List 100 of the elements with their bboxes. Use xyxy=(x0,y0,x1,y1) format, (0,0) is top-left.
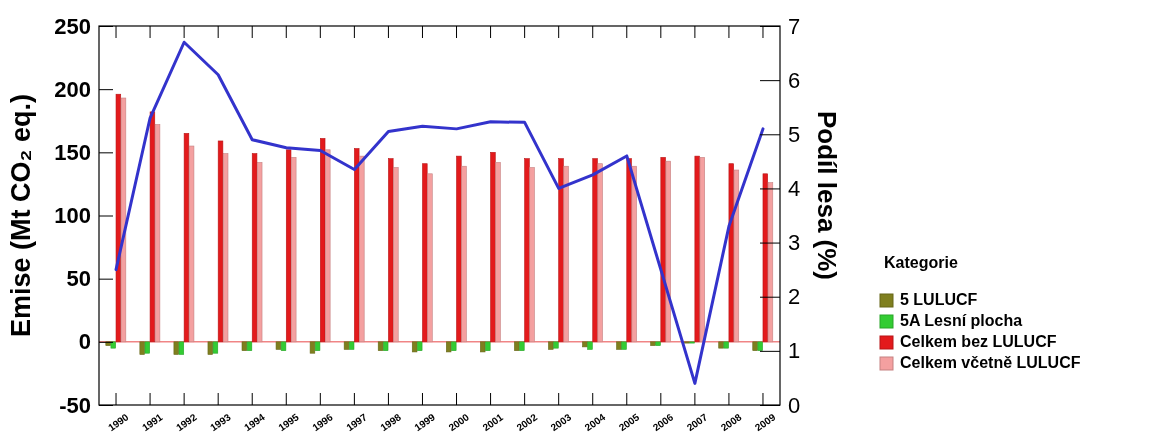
bar xyxy=(587,341,593,350)
x-tick-label: 2004 xyxy=(582,411,608,434)
bar xyxy=(655,341,661,346)
bar xyxy=(553,341,559,349)
bar xyxy=(417,341,423,351)
bar xyxy=(558,158,564,343)
bar xyxy=(592,158,598,343)
y-tick-label: 50 xyxy=(66,266,91,292)
bar xyxy=(222,153,229,343)
bar xyxy=(723,341,729,349)
y2-tick-label: 2 xyxy=(788,284,801,310)
bar xyxy=(173,341,179,355)
y-tick-label: 200 xyxy=(54,76,91,102)
bar xyxy=(309,341,316,354)
x-tick-label: 1992 xyxy=(174,411,199,434)
legend-title: Kategorie xyxy=(884,254,958,271)
bar xyxy=(626,158,632,343)
bar xyxy=(280,341,287,351)
bar xyxy=(139,341,145,355)
bar xyxy=(343,341,350,350)
bar xyxy=(529,167,535,343)
bar xyxy=(354,148,360,343)
bar xyxy=(285,149,292,343)
y2-tick-label: 3 xyxy=(788,230,801,256)
x-tick-label: 1995 xyxy=(276,411,302,434)
bar xyxy=(718,341,724,349)
bar xyxy=(582,341,588,348)
line-series xyxy=(114,40,765,385)
bar xyxy=(188,145,195,343)
bar xyxy=(383,341,389,351)
bar xyxy=(120,97,127,343)
bar xyxy=(246,341,253,351)
bar xyxy=(149,111,156,343)
x-tick-label: 1991 xyxy=(140,411,165,434)
bar xyxy=(183,133,190,343)
bar xyxy=(621,341,627,350)
bar xyxy=(446,341,452,353)
y-axis-title: Emise (Mt CO₂ eq.) xyxy=(6,93,36,338)
bar xyxy=(241,341,248,351)
bar xyxy=(411,341,418,353)
bar xyxy=(388,158,394,343)
bar xyxy=(422,163,428,343)
bar xyxy=(325,149,331,343)
legend-label: 5 LULUCF xyxy=(900,291,978,308)
bar xyxy=(524,158,530,343)
bar xyxy=(762,173,768,343)
bar xyxy=(728,163,734,343)
bar xyxy=(144,341,150,354)
x-tick-label: 1999 xyxy=(412,411,438,434)
bar xyxy=(665,160,671,343)
bar xyxy=(480,341,486,353)
x-tick-label: 1994 xyxy=(242,411,268,434)
y2-tick-label: 5 xyxy=(788,121,801,147)
x-tick-label: 2002 xyxy=(514,411,540,434)
y-tick-label: 100 xyxy=(54,203,91,229)
x-tick-label: 2008 xyxy=(718,411,744,434)
bar xyxy=(257,162,263,343)
bar xyxy=(519,341,525,351)
bar xyxy=(694,155,700,343)
bar xyxy=(757,341,763,351)
x-tick-label: 1990 xyxy=(105,411,131,434)
y-tick-label: 150 xyxy=(54,139,91,165)
y2-tick-label: 0 xyxy=(788,392,801,418)
bar xyxy=(733,169,740,343)
bar xyxy=(451,341,457,351)
bar xyxy=(110,341,116,349)
x-tick-label: 2001 xyxy=(480,411,506,434)
bar xyxy=(178,341,185,355)
y2-axis-title: Podíl lesa (%) xyxy=(812,110,842,281)
x-tick-label: 2006 xyxy=(650,411,676,434)
bar xyxy=(212,341,219,354)
bar xyxy=(427,173,433,343)
bar xyxy=(115,93,122,343)
bar xyxy=(291,157,297,343)
y2-tick-label: 1 xyxy=(788,338,801,364)
bar xyxy=(251,153,258,343)
y-tick-label: 250 xyxy=(54,13,91,39)
bar xyxy=(320,138,326,343)
x-tick-label: 1996 xyxy=(310,411,336,434)
bar xyxy=(461,165,467,343)
x-tick-label: 2000 xyxy=(446,411,472,434)
bar xyxy=(207,341,213,355)
bar xyxy=(377,341,384,351)
bar xyxy=(548,341,554,350)
bar xyxy=(393,167,399,343)
legend-label: 5A Lesní plocha xyxy=(900,312,1023,329)
bar xyxy=(631,165,637,343)
bar xyxy=(456,155,462,343)
bar xyxy=(563,165,569,343)
bar xyxy=(359,155,365,343)
bar xyxy=(485,341,491,351)
x-tick-label: 1993 xyxy=(208,411,234,434)
bar xyxy=(490,152,496,343)
bar xyxy=(495,162,501,343)
x-tick-label: 1998 xyxy=(378,411,404,434)
bar xyxy=(597,163,603,343)
bar xyxy=(616,341,622,350)
bar xyxy=(752,341,758,351)
bar xyxy=(154,124,161,343)
bar xyxy=(767,182,774,343)
